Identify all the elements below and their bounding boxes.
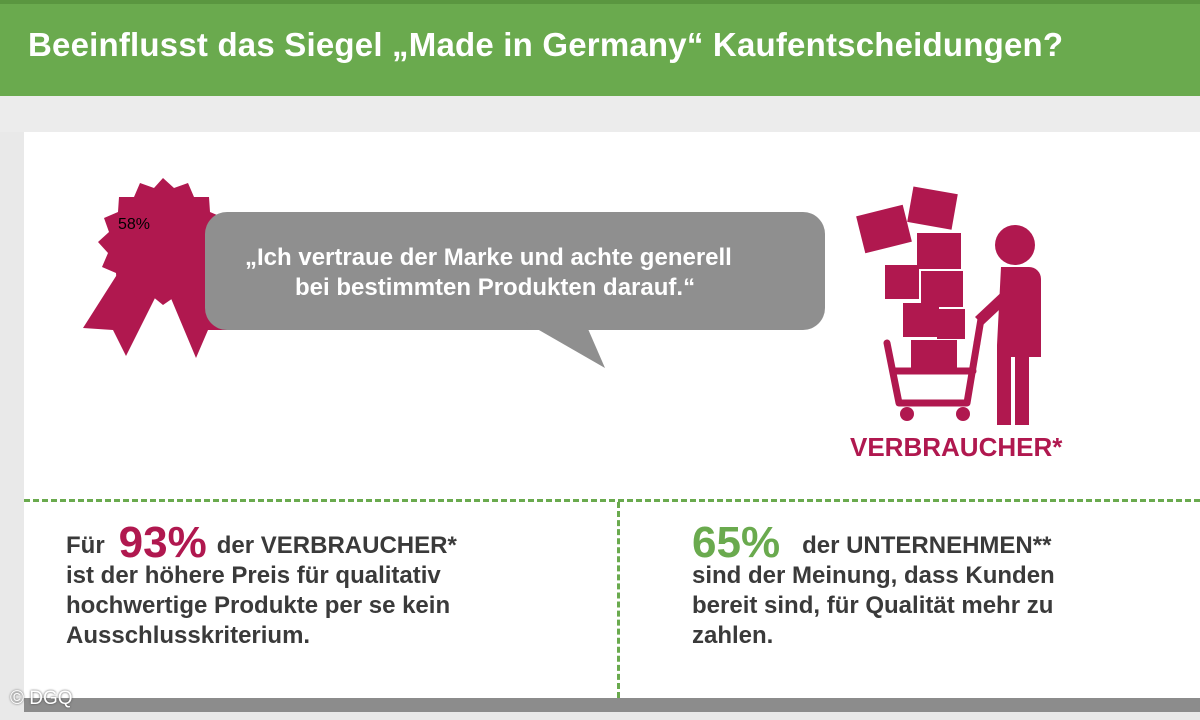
stat-left-line-2: ist der höhere Preis für qualitativ <box>66 562 441 589</box>
quote-percent: 58% <box>118 216 151 233</box>
stat-right-suffix: der UNTERNEHMEN** <box>802 532 1052 559</box>
stat-right-line-3: bereit sind, für Qualität mehr zu <box>692 592 1054 619</box>
horizontal-divider <box>24 499 1200 502</box>
shopping-cart-person-icon <box>856 186 1041 425</box>
stat-consumers: Für 93% der VERBRAUCHER* ist der höhere Pr… <box>66 521 586 651</box>
quote-line-2: bei bestimmten Produkten darauf.“ <box>295 274 696 301</box>
stat-left-line-3: hochwertige Produkte per se kein <box>66 592 451 619</box>
quote-line-1: „Ich vertraue der Marke und achte genere… <box>245 244 732 271</box>
stat-left-value: 93% <box>118 518 207 567</box>
stat-left-suffix: der VERBRAUCHER* <box>216 532 457 559</box>
vertical-divider <box>617 502 620 698</box>
stat-left-line-4: Ausschlusskriterium. <box>66 622 311 649</box>
stat-right-line-4: zahlen. <box>692 622 774 649</box>
bottom-bar <box>24 698 1200 712</box>
stat-left-prefix: Für <box>66 532 105 559</box>
copyright-notice: © DGQ <box>10 688 73 709</box>
header-banner: Beeinflusst das Siegel „Made in Germany“… <box>0 0 1200 96</box>
award-rosette-icon <box>83 178 238 358</box>
header-gap <box>0 96 1200 132</box>
speech-bubble-icon <box>205 212 825 368</box>
page-title: Beeinflusst das Siegel „Made in Germany“… <box>28 26 1064 63</box>
stat-right-value: 65% <box>692 518 781 567</box>
consumer-label: VERBRAUCHER* <box>850 432 1063 462</box>
stat-companies: 65% der UNTERNEHMEN** sind der Meinung, d… <box>692 521 1172 651</box>
stat-right-line-2: sind der Meinung, dass Kunden <box>692 562 1055 589</box>
quote-text: „Ich vertraue der Marke und achte genere… <box>245 243 815 303</box>
